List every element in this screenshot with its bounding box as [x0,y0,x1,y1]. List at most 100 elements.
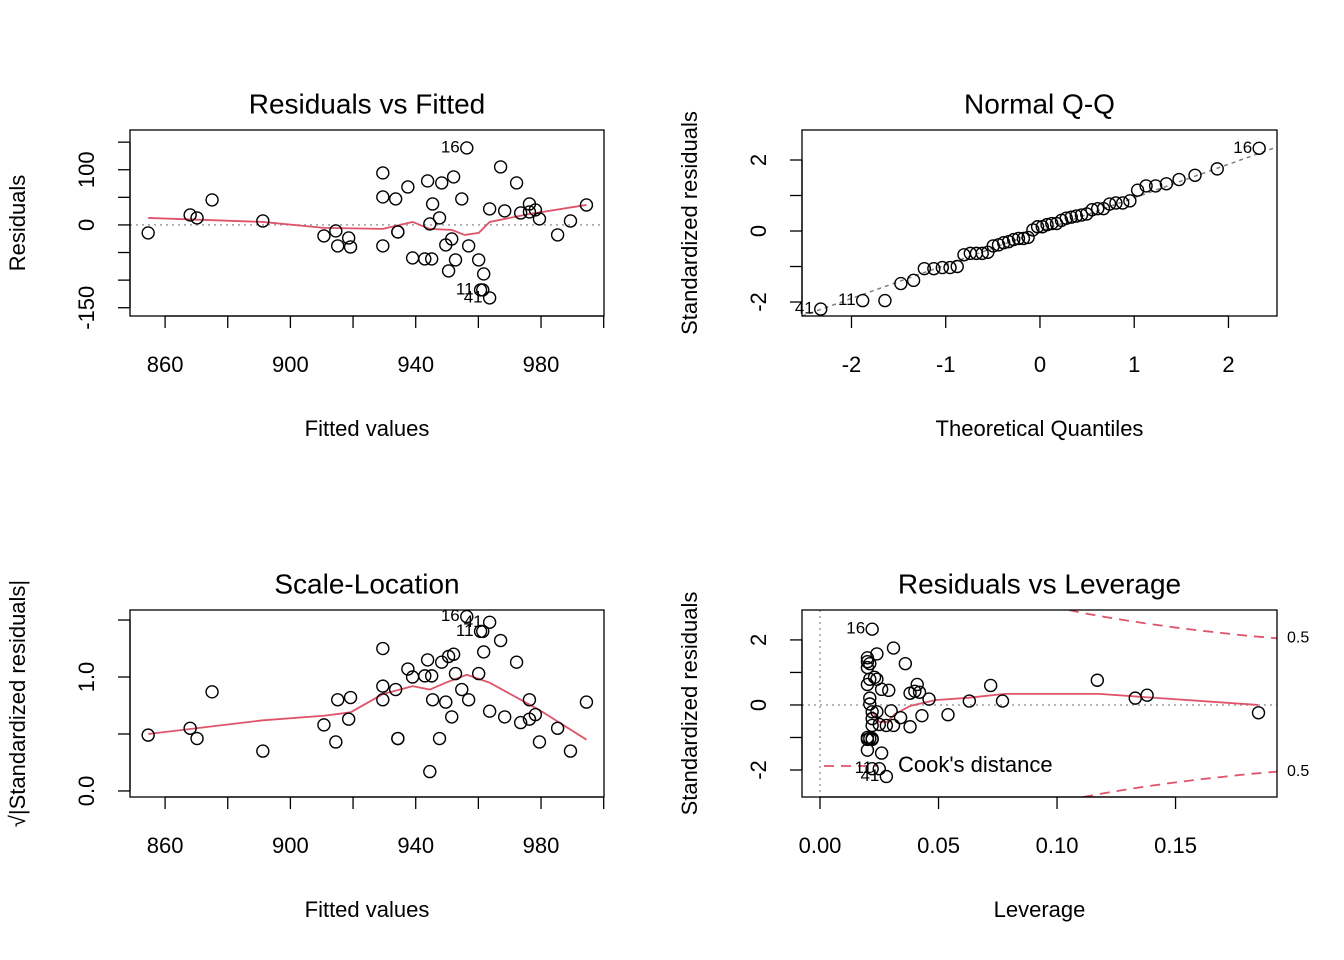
x-tick-label: 860 [147,833,184,858]
point [445,232,459,246]
point [910,677,924,692]
point [391,225,405,239]
y-tick-label: -150 [74,286,99,330]
point [424,252,439,266]
point [1030,220,1045,234]
point [471,253,486,267]
point [1109,196,1123,210]
point-label: 41 [860,766,879,785]
point [879,718,894,733]
point [522,205,537,219]
y-tick-label: 0.0 [74,776,99,807]
point [1102,197,1117,211]
point-label: 16 [441,137,460,156]
point [482,291,497,305]
point [482,704,497,718]
point [1016,231,1031,246]
point [513,715,528,730]
point-label: 11 [456,621,474,640]
y-axis-label: √|Standardized residuals| [5,580,30,827]
point [317,229,331,243]
x-axis-label: Theoretical Quantiles [936,416,1144,441]
y-tick-label: 0 [746,699,771,711]
point [509,655,524,669]
point [863,656,877,671]
point [528,707,543,722]
point [205,685,219,699]
point [879,769,894,784]
x-tick-label: 2 [1222,352,1234,377]
point [441,264,456,278]
point [420,653,435,667]
point [1040,217,1054,232]
x-tick-label: 0.15 [1154,833,1197,858]
point [1006,232,1021,247]
point [141,728,155,742]
x-tick-label: 860 [147,352,184,377]
point [329,735,343,749]
point [256,214,270,228]
panel: Scale-Location Fitted values √|Standardize… [5,568,605,922]
point [448,666,463,681]
point [401,180,415,194]
point [884,704,898,718]
point [865,762,879,776]
point [1128,691,1142,705]
point [493,633,508,648]
x-tick-label: -1 [936,352,956,377]
point [1069,209,1083,223]
point [874,746,889,760]
point [256,744,270,758]
point [497,204,512,218]
point [388,192,403,206]
point-label: 41 [464,612,483,631]
point [860,732,875,747]
point [863,697,877,711]
point [513,206,528,220]
point [995,694,1010,708]
point [343,690,358,705]
point [376,693,390,707]
point [420,174,435,188]
point [1011,231,1026,246]
point [1252,141,1266,155]
x-tick-label: -2 [842,352,862,377]
point [996,236,1011,250]
panel: Normal Q-Q Theoretical Quantiles Standardi… [677,88,1278,441]
point [814,302,828,316]
cooks-distance-contour [1068,610,1277,797]
panel-title: Scale-Location [274,568,459,599]
point [863,691,877,705]
y-tick-label: -2 [746,760,771,780]
point [405,251,420,265]
x-tick-label: 0 [1034,352,1046,377]
contour-label: 0.5 [1287,630,1309,647]
point [183,208,197,222]
point [1251,706,1266,720]
point [1021,230,1035,245]
x-axis-label: Fitted values [305,416,430,441]
point [476,267,491,281]
point-label: 16 [846,619,865,638]
x-tick-label: 940 [397,833,434,858]
y-tick-label: 2 [746,154,771,166]
point [425,693,440,707]
x-axis-label: Leverage [994,897,1086,922]
point [476,283,490,297]
plot-frame [801,129,1278,317]
point [563,214,578,228]
point [190,731,204,746]
point [331,693,345,707]
point [870,647,884,661]
smooth-line [148,204,587,236]
point [1130,183,1145,197]
point [461,693,476,707]
point [418,252,432,266]
plot-frame [129,129,605,317]
point [935,260,950,275]
point [471,666,486,681]
point [1210,162,1224,176]
point [903,720,917,734]
y-tick-label: 100 [74,151,99,188]
point [522,693,537,707]
